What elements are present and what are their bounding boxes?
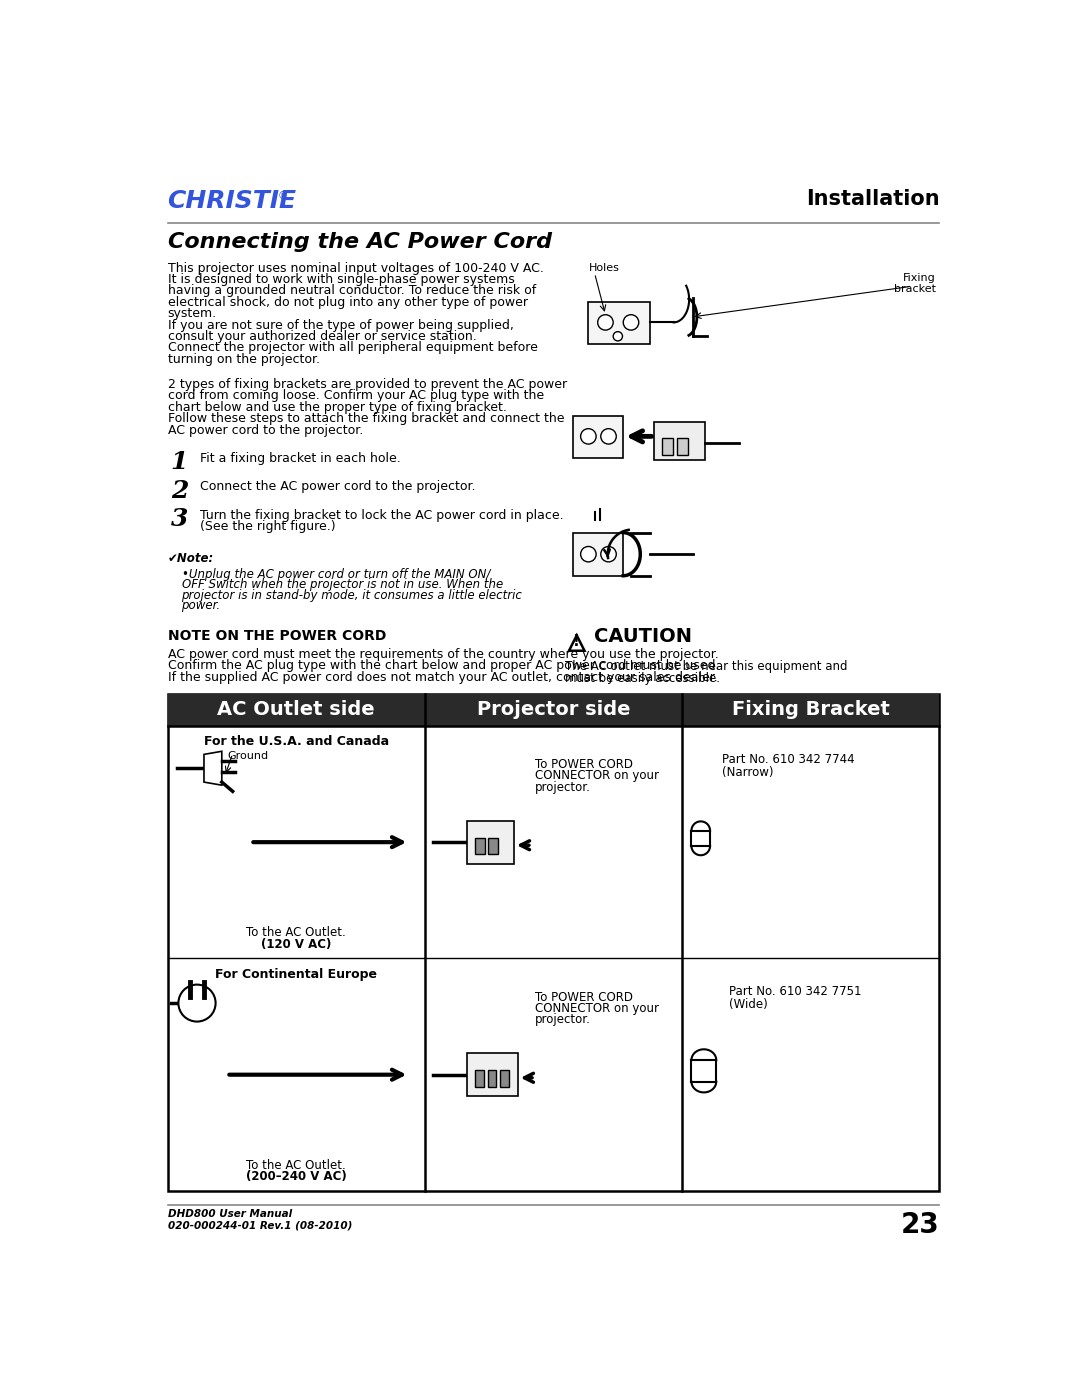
Text: turning on the projector.: turning on the projector. — [167, 353, 320, 366]
Circle shape — [581, 546, 596, 562]
Text: consult your authorized dealer or service station.: consult your authorized dealer or servic… — [167, 330, 476, 342]
Text: Ground: Ground — [227, 750, 268, 760]
Text: 3: 3 — [171, 507, 188, 531]
Text: To the AC Outlet.: To the AC Outlet. — [246, 926, 346, 939]
Bar — [572, 534, 623, 576]
Text: 020-000244-01 Rev.1 (08-2010): 020-000244-01 Rev.1 (08-2010) — [167, 1220, 352, 1231]
Bar — [475, 1070, 484, 1087]
Text: electrical shock, do not plug into any other type of power: electrical shock, do not plug into any o… — [167, 296, 527, 309]
Text: This projector uses nominal input voltages of 100-240 V AC.: This projector uses nominal input voltag… — [167, 261, 543, 275]
Text: (See the right figure.): (See the right figure.) — [200, 520, 336, 534]
Text: Holes: Holes — [589, 263, 619, 274]
Text: projector is in stand-by mode, it consumes a little electric: projector is in stand-by mode, it consum… — [181, 588, 523, 602]
Text: It is designed to work with single-phase power systems: It is designed to work with single-phase… — [167, 272, 514, 286]
Text: Follow these steps to attach the fixing bracket and connect the: Follow these steps to attach the fixing … — [167, 412, 564, 425]
Text: system.: system. — [167, 307, 217, 320]
Text: If you are not sure of the type of power being supplied,: If you are not sure of the type of power… — [167, 319, 513, 331]
Text: 2: 2 — [171, 479, 188, 503]
Circle shape — [581, 429, 596, 444]
Text: Connect the projector with all peripheral equipment before: Connect the projector with all periphera… — [167, 341, 538, 355]
Bar — [488, 838, 498, 855]
Bar — [654, 422, 704, 460]
Text: Installation: Installation — [806, 189, 940, 210]
Text: (Wide): (Wide) — [729, 997, 768, 1011]
Bar — [572, 415, 623, 458]
Text: DHD800 User Manual: DHD800 User Manual — [167, 1208, 292, 1218]
Circle shape — [600, 429, 617, 444]
Text: CONNECTOR on your: CONNECTOR on your — [535, 1002, 659, 1016]
Text: Part No. 610 342 7744: Part No. 610 342 7744 — [723, 753, 855, 766]
Text: •Unplug the AC power cord or turn off the MAIN ON/: •Unplug the AC power cord or turn off th… — [181, 567, 490, 581]
Text: ✔Note:: ✔Note: — [167, 552, 214, 566]
Circle shape — [178, 985, 216, 1021]
Circle shape — [613, 331, 622, 341]
Bar — [662, 437, 673, 455]
Bar — [677, 437, 688, 455]
Text: To POWER CORD: To POWER CORD — [535, 759, 633, 771]
Text: 1: 1 — [171, 450, 188, 475]
Text: For the U.S.A. and Canada: For the U.S.A. and Canada — [204, 735, 389, 749]
Text: Turn the fixing bracket to lock the AC power cord in place.: Turn the fixing bracket to lock the AC p… — [200, 509, 564, 521]
Text: chart below and use the proper type of fixing bracket.: chart below and use the proper type of f… — [167, 401, 507, 414]
Text: 23: 23 — [901, 1211, 940, 1239]
Bar — [500, 1070, 509, 1087]
Circle shape — [623, 314, 638, 330]
Text: Projector side: Projector side — [476, 700, 631, 719]
Bar — [167, 693, 940, 726]
Text: Fit a fixing bracket in each hole.: Fit a fixing bracket in each hole. — [200, 451, 401, 465]
Bar — [468, 1053, 517, 1097]
Text: CHRISTIE: CHRISTIE — [167, 189, 297, 214]
Text: NOTE ON THE POWER CORD: NOTE ON THE POWER CORD — [167, 629, 386, 644]
Bar — [488, 1070, 496, 1087]
Text: bracket: bracket — [893, 284, 935, 293]
Text: projector.: projector. — [535, 1013, 591, 1027]
Text: (120 V AC): (120 V AC) — [261, 937, 332, 951]
Text: power.: power. — [181, 599, 220, 612]
Text: (200–240 V AC): (200–240 V AC) — [246, 1171, 347, 1183]
Bar — [468, 820, 514, 863]
Text: CAUTION: CAUTION — [594, 627, 692, 645]
Text: Connect the AC power cord to the projector.: Connect the AC power cord to the project… — [200, 481, 475, 493]
Text: must be easily accessible.: must be easily accessible. — [565, 672, 720, 686]
Text: AC power cord must meet the requirements of the country where you use the projec: AC power cord must meet the requirements… — [167, 648, 718, 661]
Circle shape — [600, 546, 617, 562]
Text: (Narrow): (Narrow) — [723, 766, 774, 778]
Bar — [589, 302, 650, 344]
Text: If the supplied AC power cord does not match your AC outlet, contact your sales : If the supplied AC power cord does not m… — [167, 671, 717, 683]
Text: AC power cord to the projector.: AC power cord to the projector. — [167, 423, 363, 437]
Text: 2 types of fixing brackets are provided to prevent the AC power: 2 types of fixing brackets are provided … — [167, 379, 567, 391]
Text: !: ! — [573, 634, 580, 650]
Polygon shape — [204, 752, 221, 785]
Bar — [167, 693, 940, 1192]
Text: To the AC Outlet.: To the AC Outlet. — [246, 1158, 346, 1172]
Text: projector.: projector. — [535, 781, 591, 793]
Text: The AC outlet must be near this equipment and: The AC outlet must be near this equipmen… — [565, 661, 848, 673]
Text: having a grounded neutral conductor. To reduce the risk of: having a grounded neutral conductor. To … — [167, 285, 536, 298]
Text: Fixing: Fixing — [903, 274, 935, 284]
Text: To POWER CORD: To POWER CORD — [535, 990, 633, 1004]
Bar — [475, 838, 485, 855]
Text: Fixing Bracket: Fixing Bracket — [732, 700, 890, 719]
Text: Part No. 610 342 7751: Part No. 610 342 7751 — [729, 985, 861, 999]
Text: For Continental Europe: For Continental Europe — [215, 968, 377, 981]
Polygon shape — [569, 636, 584, 651]
Text: Connecting the AC Power Cord: Connecting the AC Power Cord — [167, 232, 552, 253]
Text: CONNECTOR on your: CONNECTOR on your — [535, 770, 659, 782]
Text: OFF Switch when the projector is not in use. When the: OFF Switch when the projector is not in … — [181, 578, 503, 591]
Text: AC Outlet side: AC Outlet side — [217, 700, 375, 719]
Text: ®: ® — [278, 191, 287, 201]
Text: Confirm the AC plug type with the chart below and proper AC power cord must be u: Confirm the AC plug type with the chart … — [167, 659, 719, 672]
Text: cord from coming loose. Confirm your AC plug type with the: cord from coming loose. Confirm your AC … — [167, 390, 543, 402]
Circle shape — [597, 314, 613, 330]
